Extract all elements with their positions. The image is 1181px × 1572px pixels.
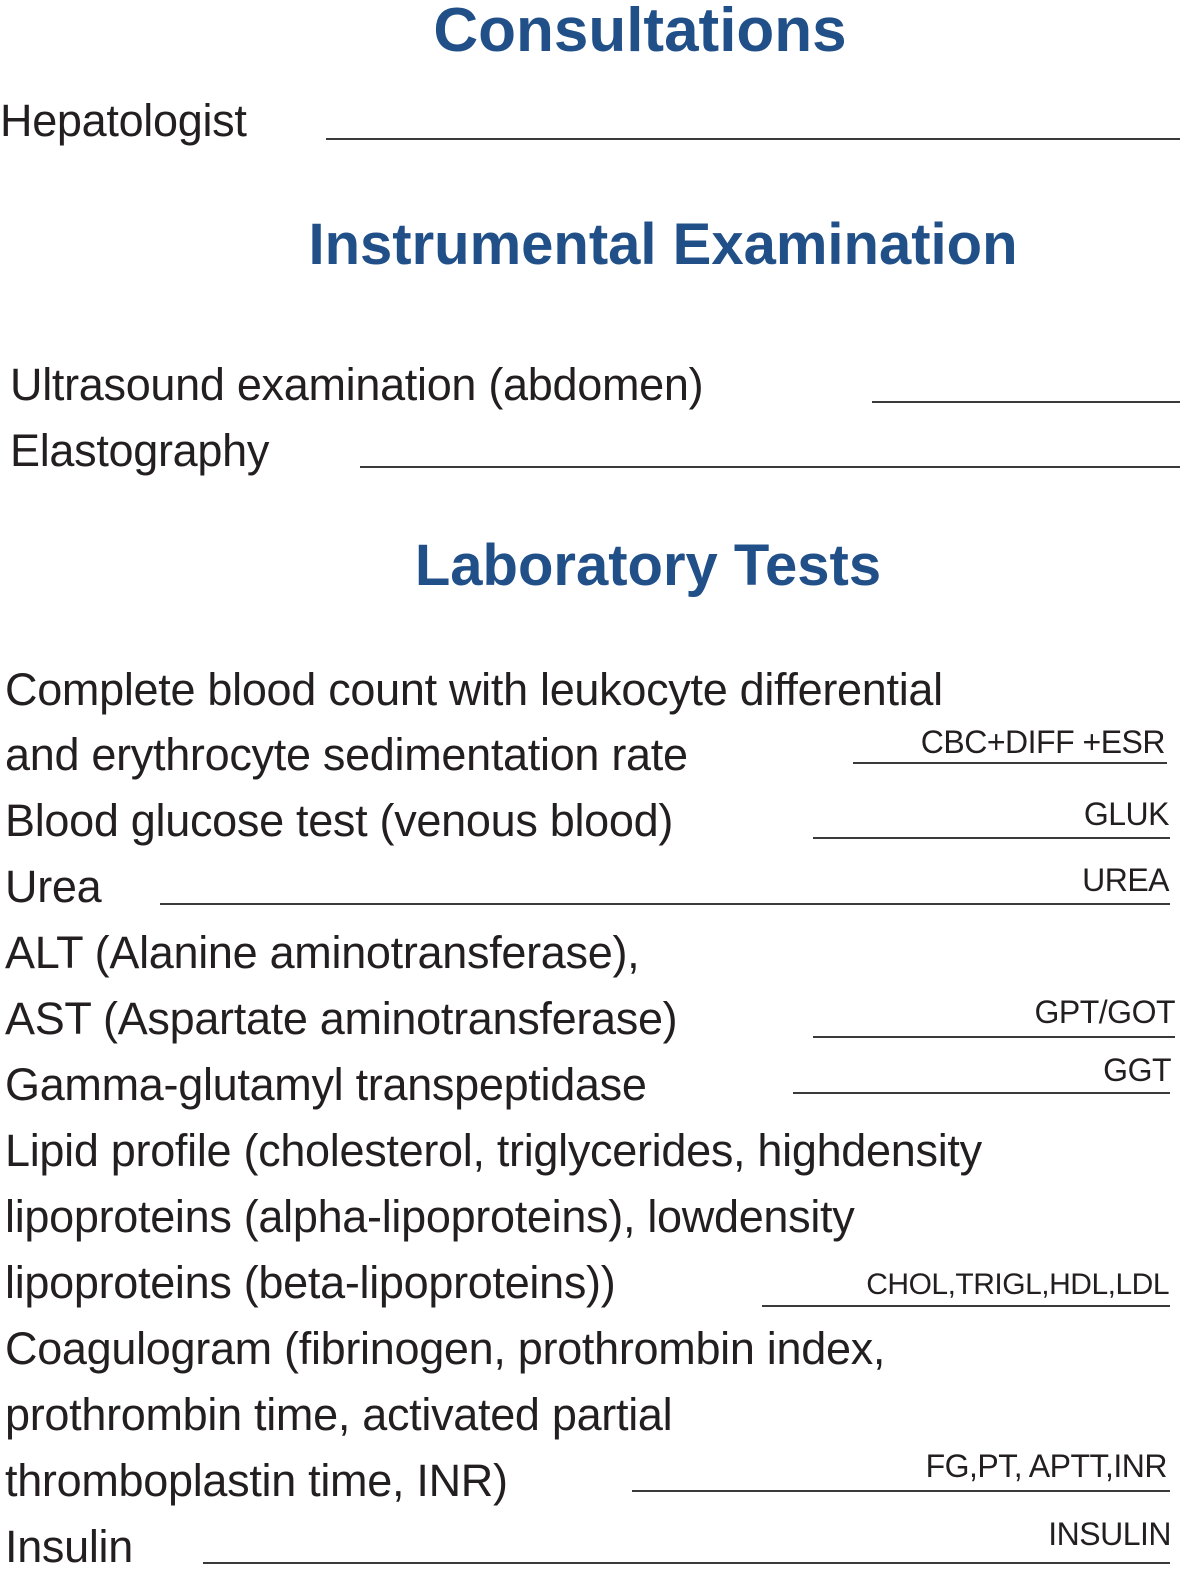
ultrasound-label: Ultrasound examination (abdomen)	[10, 359, 704, 410]
laboratory-heading: Laboratory Tests	[414, 533, 882, 598]
alt-ast-code: GPT/GOT	[1034, 994, 1176, 1030]
insulin-code: INSULIN	[1048, 1516, 1171, 1552]
hepatologist-field[interactable]	[326, 138, 1180, 140]
glucose-label: Blood glucose test (venous blood)	[5, 795, 674, 846]
lipid-field[interactable]	[762, 1305, 1170, 1307]
urea-code: UREA	[1082, 862, 1169, 898]
consultations-heading: Consultations	[433, 0, 847, 65]
glucose-code: GLUK	[1083, 796, 1170, 832]
cbc-code: CBC+DIFF +ESR	[920, 724, 1166, 760]
instrumental-heading: Instrumental Examination	[308, 212, 1018, 277]
insulin-label: Insulin	[5, 1521, 133, 1572]
ultrasound-field[interactable]	[872, 401, 1180, 403]
cbc-label-line1: Complete blood count with leukocyte diff…	[5, 664, 943, 715]
lipid-label-line2: lipoproteins (alpha-lipoproteins), lowde…	[5, 1191, 855, 1242]
ggt-code: GGT	[1103, 1052, 1171, 1088]
coagulogram-code: FG,PT, APTT,INR	[925, 1448, 1168, 1484]
cbc-label-line2: and erythrocyte sedimentation rate	[5, 729, 688, 780]
coagulogram-label-line2: prothrombin time, activated partial	[5, 1389, 673, 1440]
lipid-label-line3: lipoproteins (beta-lipoproteins))	[5, 1257, 616, 1308]
insulin-field[interactable]	[203, 1562, 1170, 1564]
elastography-field[interactable]	[360, 466, 1180, 468]
hepatologist-label: Hepatologist	[0, 95, 247, 146]
cbc-field[interactable]	[853, 762, 1167, 764]
coagulogram-label-line1: Coagulogram (fibrinogen, prothrombin ind…	[5, 1323, 886, 1374]
alt-ast-label-line2: AST (Aspartate aminotransferase)	[5, 993, 678, 1044]
lipid-code: CHOL,TRIGL,HDL,LDL	[866, 1268, 1169, 1301]
ggt-label: Gamma-glutamyl transpeptidase	[5, 1059, 647, 1110]
coagulogram-field[interactable]	[632, 1490, 1170, 1492]
lipid-label-line1: Lipid profile (cholesterol, triglyceride…	[5, 1125, 982, 1176]
glucose-field[interactable]	[813, 837, 1170, 839]
coagulogram-label-line3: thromboplastin time, INR)	[5, 1455, 508, 1506]
alt-ast-label-line1: ALT (Alanine aminotransferase),	[5, 927, 640, 978]
elastography-label: Elastography	[10, 425, 270, 476]
alt-ast-field[interactable]	[813, 1036, 1175, 1038]
urea-field[interactable]	[160, 903, 1170, 905]
urea-label: Urea	[5, 861, 102, 912]
ggt-field[interactable]	[793, 1092, 1170, 1094]
